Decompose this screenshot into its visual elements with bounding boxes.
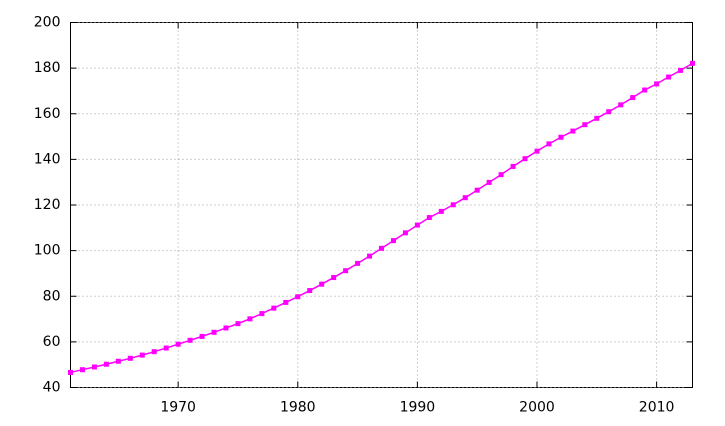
data-point bbox=[498, 172, 504, 178]
data-point bbox=[618, 102, 624, 108]
data-point bbox=[486, 179, 492, 185]
data-point bbox=[510, 163, 516, 169]
data-point bbox=[582, 122, 588, 128]
data-point bbox=[139, 352, 145, 358]
data-point bbox=[163, 345, 169, 351]
y-tick-label: 60 bbox=[43, 334, 61, 350]
data-point bbox=[211, 329, 217, 335]
y-tick-label: 160 bbox=[34, 106, 61, 122]
data-point bbox=[379, 245, 384, 251]
data-point bbox=[522, 156, 528, 162]
x-tick-label: 1980 bbox=[280, 400, 316, 416]
data-point bbox=[271, 305, 277, 311]
y-tick-label: 100 bbox=[34, 243, 61, 259]
data-point bbox=[414, 222, 420, 228]
x-tick-label: 1970 bbox=[160, 400, 196, 416]
data-point bbox=[690, 60, 695, 66]
data-point bbox=[68, 369, 73, 375]
data-point bbox=[79, 367, 85, 373]
data-point bbox=[307, 288, 313, 294]
y-tick-label: 180 bbox=[34, 60, 61, 76]
data-point bbox=[319, 281, 325, 287]
data-point bbox=[187, 337, 193, 343]
data-point bbox=[546, 141, 552, 147]
data-point bbox=[283, 299, 289, 305]
x-tick-label: 2000 bbox=[519, 400, 555, 416]
data-point bbox=[678, 67, 684, 73]
data-point bbox=[259, 311, 265, 317]
data-point bbox=[343, 268, 349, 274]
y-tick-label: 80 bbox=[43, 288, 61, 304]
data-point bbox=[570, 128, 576, 134]
data-point bbox=[103, 361, 109, 367]
data-point bbox=[247, 316, 253, 322]
data-point bbox=[438, 208, 444, 214]
data-point bbox=[223, 325, 229, 331]
data-point bbox=[642, 87, 648, 93]
data-point bbox=[151, 349, 157, 355]
data-point bbox=[594, 115, 600, 121]
y-tick-label: 40 bbox=[43, 380, 61, 396]
data-point bbox=[450, 202, 456, 208]
data-point bbox=[295, 294, 301, 300]
data-point bbox=[426, 215, 432, 221]
data-point bbox=[558, 134, 564, 140]
data-point bbox=[91, 364, 97, 370]
data-point bbox=[235, 321, 241, 327]
data-point bbox=[402, 230, 408, 236]
data-point bbox=[630, 95, 636, 101]
x-tick-label: 2010 bbox=[639, 400, 675, 416]
data-point bbox=[331, 275, 337, 281]
data-point bbox=[127, 355, 133, 361]
x-tick-label: 1990 bbox=[400, 400, 436, 416]
data-point bbox=[115, 358, 121, 364]
data-point bbox=[390, 238, 396, 244]
data-line bbox=[70, 62, 693, 374]
data-point bbox=[666, 74, 672, 80]
data-point bbox=[199, 333, 205, 339]
data-point bbox=[534, 148, 540, 154]
data-point bbox=[474, 187, 480, 193]
y-tick-label: 140 bbox=[34, 151, 61, 167]
data-point bbox=[606, 109, 612, 115]
data-point bbox=[462, 195, 468, 201]
data-point bbox=[367, 253, 373, 259]
data-point bbox=[175, 341, 181, 347]
y-tick-label: 120 bbox=[34, 197, 61, 213]
data-point bbox=[654, 81, 660, 87]
y-tick-label: 200 bbox=[34, 15, 61, 31]
data-point bbox=[355, 260, 361, 266]
